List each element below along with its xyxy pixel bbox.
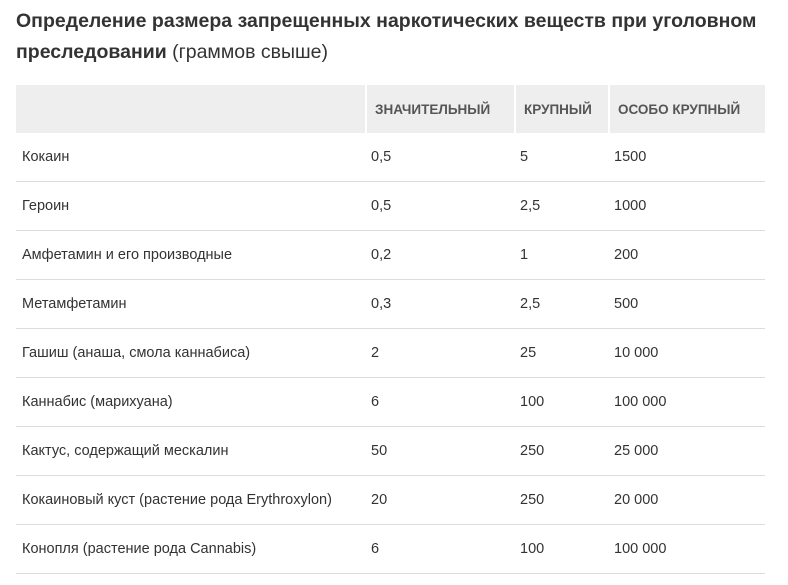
- table-row: Кокаин 0,5 5 1500: [16, 133, 765, 182]
- table-row: Амфетамин и его производные 0,2 1 200: [16, 230, 765, 280]
- header-substance: [16, 85, 366, 133]
- large-cell: 25: [515, 328, 609, 378]
- significant-cell: 6: [366, 377, 515, 427]
- significant-cell: 0,5: [366, 133, 515, 182]
- substance-cell: Метамфетамин: [16, 279, 366, 329]
- table-row: Героин 0,5 2,5 1000: [16, 181, 765, 231]
- table-row: Гашиш (анаша, смола каннабиса) 2 25 10 0…: [16, 328, 765, 378]
- especially-large-cell: 10 000: [609, 328, 765, 378]
- significant-cell: 2: [366, 328, 515, 378]
- table-row: Каннабис (марихуана) 6 100 100 000: [16, 377, 765, 427]
- especially-large-cell: 500: [609, 279, 765, 329]
- substance-cell: Амфетамин и его производные: [16, 230, 366, 280]
- significant-cell: 0,5: [366, 181, 515, 231]
- especially-large-cell: 200: [609, 230, 765, 280]
- header-especially-large: Особо крупный: [608, 85, 765, 133]
- substance-cell: Конопля (растение рода Cannabis): [16, 524, 366, 574]
- table-row: Кокаиновый куст (растение рода Erythroxy…: [16, 475, 765, 525]
- large-cell: 100: [515, 524, 609, 574]
- especially-large-cell: 100 000: [609, 377, 765, 427]
- significant-cell: 6: [366, 524, 515, 574]
- header-large: Крупный: [514, 85, 609, 133]
- substance-cell: Каннабис (марихуана): [16, 377, 366, 427]
- substance-cell: Кокаин: [16, 133, 366, 182]
- significant-cell: 0,2: [366, 230, 515, 280]
- large-cell: 100: [515, 377, 609, 427]
- drug-amounts-table: Значительный Крупный Особо крупный Кокаи…: [16, 85, 765, 574]
- especially-large-cell: 25 000: [609, 426, 765, 476]
- table-row: Конопля (растение рода Cannabis) 6 100 1…: [16, 524, 765, 574]
- especially-large-cell: 1500: [609, 133, 765, 182]
- especially-large-cell: 20 000: [609, 475, 765, 525]
- especially-large-cell: 1000: [609, 181, 765, 231]
- substance-cell: Кокаиновый куст (растение рода Erythroxy…: [16, 475, 366, 525]
- substance-cell: Гашиш (анаша, смола каннабиса): [16, 328, 366, 378]
- large-cell: 250: [515, 475, 609, 525]
- page-title-unit: (граммов свыше): [172, 41, 328, 63]
- large-cell: 250: [515, 426, 609, 476]
- large-cell: 1: [515, 230, 609, 280]
- page-title: Определение размера запрещенных наркотич…: [16, 6, 776, 68]
- table-row: Кактус, содержащий мескалин 50 250 25 00…: [16, 426, 765, 476]
- especially-large-cell: 100 000: [609, 524, 765, 574]
- header-significant: Значительный: [365, 85, 515, 133]
- significant-cell: 20: [366, 475, 515, 525]
- significant-cell: 0,3: [366, 279, 515, 329]
- substance-cell: Кактус, содержащий мескалин: [16, 426, 366, 476]
- substance-cell: Героин: [16, 181, 366, 231]
- table-header-row: Значительный Крупный Особо крупный: [16, 85, 765, 133]
- significant-cell: 50: [366, 426, 515, 476]
- page-title-main: Определение размера запрещенных наркотич…: [16, 10, 757, 63]
- table-row: Метамфетамин 0,3 2,5 500: [16, 279, 765, 329]
- large-cell: 5: [515, 133, 609, 182]
- large-cell: 2,5: [515, 181, 609, 231]
- large-cell: 2,5: [515, 279, 609, 329]
